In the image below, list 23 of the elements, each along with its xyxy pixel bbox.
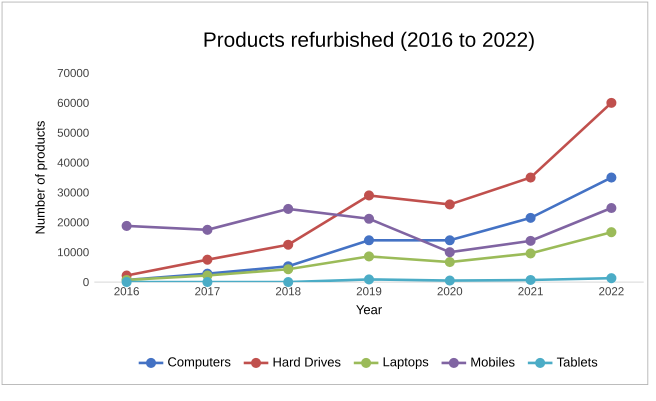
- x-tick-label: 2016: [114, 287, 139, 296]
- y-tick-label: 30000: [58, 188, 89, 197]
- legend-label: Hard Drives: [274, 357, 340, 367]
- x-tick-label: 2019: [356, 287, 382, 296]
- y-tick-label: 20000: [58, 218, 89, 226]
- x-tick-label: 2017: [195, 287, 220, 296]
- y-tick-label: 60000: [58, 98, 89, 107]
- x-axis-title: Year: [356, 305, 382, 314]
- legend-label: Computers: [168, 357, 230, 370]
- x-tick-label: 2018: [276, 287, 301, 296]
- y-tick-label: 40000: [57, 158, 89, 167]
- legend-label: Mobiles: [471, 357, 515, 367]
- legend-label: Tablets: [556, 357, 598, 367]
- y-tick-label: 50000: [58, 128, 89, 137]
- legend-label: Laptops: [384, 357, 428, 369]
- y-tick-label: 10000: [58, 248, 89, 256]
- x-tick-label: 2020: [438, 287, 462, 296]
- x-tick-label: 2021: [518, 287, 543, 296]
- y-tick-label: 0: [83, 278, 89, 286]
- y-axis-title: Number of products: [35, 121, 48, 234]
- y-tick-label: 70000: [58, 68, 89, 78]
- x-tick-label: 2022: [599, 287, 624, 296]
- chart-title: Products refurbished (2016 to 2022): [204, 32, 534, 52]
